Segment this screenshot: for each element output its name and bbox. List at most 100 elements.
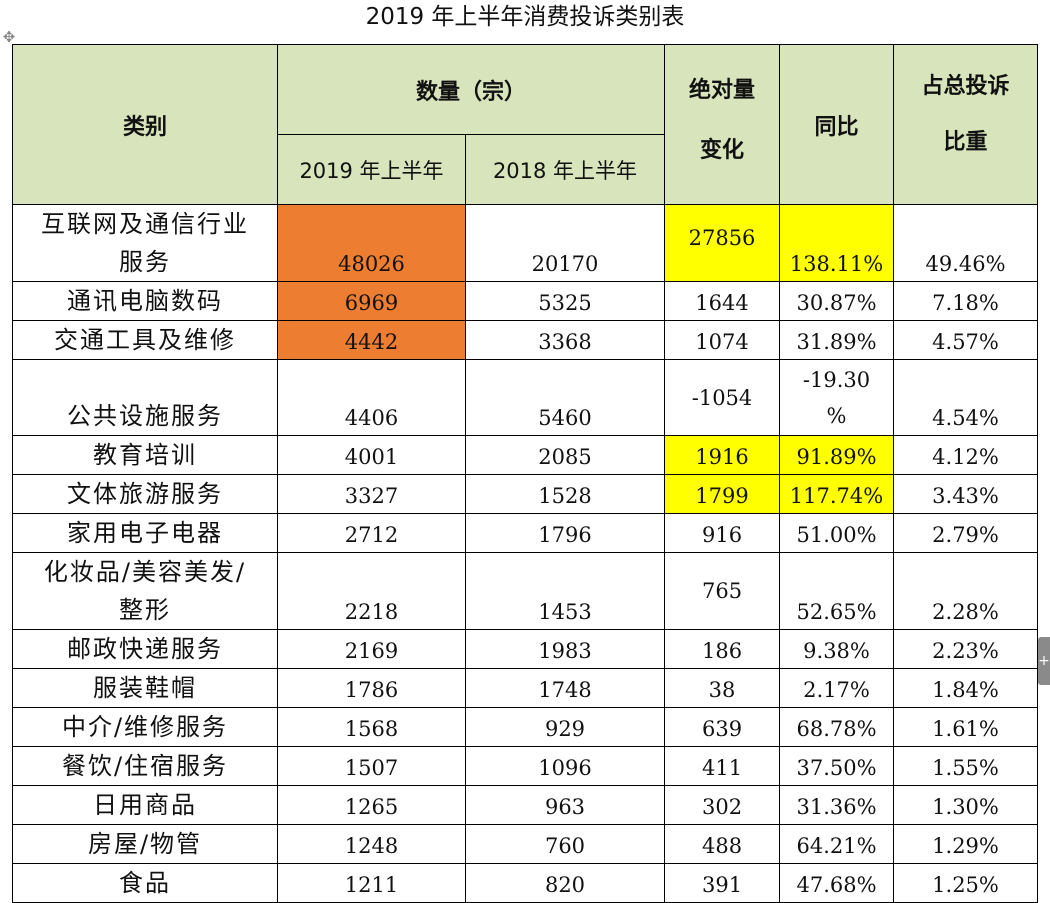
header-2019: 2019 年上半年 (277, 134, 466, 205)
category-line2: 整形 (119, 596, 171, 624)
change-cell: 302 (664, 785, 781, 825)
yoy-cell: 117.74% (779, 474, 895, 514)
change-cell: 38 (664, 668, 781, 708)
share-cell: 1.84% (893, 668, 1039, 708)
change-cell: 1644 (664, 281, 781, 321)
plus-icon[interactable]: + (1038, 637, 1050, 685)
y2019-cell: 6969 (277, 281, 466, 321)
y2019-cell: 3327 (277, 474, 466, 514)
header-2018: 2018 年上半年 (464, 134, 666, 205)
yoy-cell: 30.87% (779, 281, 895, 321)
header-abs-change: 绝对量 变化 (664, 44, 781, 205)
category-line1: 互联网及通信行业 (41, 210, 249, 238)
yoy-cell: 64.21% (779, 824, 895, 864)
y2018-cell: 2085 (464, 435, 666, 475)
yoy-line2: % (826, 403, 847, 428)
table-title: 2019 年上半年消费投诉类别表 (365, 4, 685, 30)
table-row: 服装鞋帽 1786 1748 38 2.17% 1.84% (12, 668, 1039, 708)
category-cell: 交通工具及维修 (12, 320, 278, 360)
table-row: 文体旅游服务 3327 1528 1799 117.74% 3.43% (12, 474, 1039, 514)
y2019-cell: 4442 (277, 320, 466, 360)
table-row: 日用商品 1265 963 302 31.36% 1.30% (12, 785, 1039, 825)
table-row: 教育培训 4001 2085 1916 91.89% 4.12% (12, 435, 1039, 475)
y2019-cell: 4406 (277, 359, 466, 436)
header-share: 占总投诉 比重 (893, 44, 1039, 205)
yoy-cell: 31.36% (779, 785, 895, 825)
category-cell: 中介/维修服务 (12, 707, 278, 747)
yoy-line1: -19.30 (802, 367, 871, 392)
category-cell: 日用商品 (12, 785, 278, 825)
share-cell: 1.61% (893, 707, 1039, 747)
header-category: 类别 (12, 44, 278, 205)
y2019-cell: 1211 (277, 863, 466, 903)
y2018-cell: 1796 (464, 513, 666, 553)
change-cell: 186 (664, 629, 781, 669)
category-line1: 化妆品/美容美发/ (43, 558, 247, 586)
category-cell: 餐饮/住宿服务 (12, 746, 278, 786)
share-cell: 2.28% (893, 552, 1039, 630)
y2018-cell: 1748 (464, 668, 666, 708)
category-cell: 服装鞋帽 (12, 668, 278, 708)
y2019-cell: 1248 (277, 824, 466, 864)
change-cell: 916 (664, 513, 781, 553)
table-row: 通讯电脑数码 6969 5325 1644 30.87% 7.18% (12, 281, 1039, 321)
y2019-cell: 1786 (277, 668, 466, 708)
y2018-cell: 760 (464, 824, 666, 864)
share-cell: 4.54% (893, 359, 1039, 436)
y2018-cell: 1983 (464, 629, 666, 669)
y2018-cell: 5325 (464, 281, 666, 321)
y2018-cell: 929 (464, 707, 666, 747)
table-row: 房屋/物管 1248 760 488 64.21% 1.29% (12, 824, 1039, 864)
table-row: 餐饮/住宿服务 1507 1096 411 37.50% 1.55% (12, 746, 1039, 786)
share-cell: 1.25% (893, 863, 1039, 903)
change-cell: 1799 (664, 474, 781, 514)
header-share-line2: 比重 (943, 129, 988, 155)
change-cell: -1054 (664, 359, 781, 436)
category-cell: 公共设施服务 (12, 359, 278, 436)
y2018-cell: 1528 (464, 474, 666, 514)
share-cell: 49.46% (893, 204, 1039, 282)
category-cell: 通讯电脑数码 (12, 281, 278, 321)
share-cell: 7.18% (893, 281, 1039, 321)
category-cell: 教育培训 (12, 435, 278, 475)
change-cell: 27856 (664, 204, 781, 282)
change-cell: 1916 (664, 435, 781, 475)
y2018-cell: 3368 (464, 320, 666, 360)
yoy-cell: -19.30 % (779, 359, 895, 436)
table-row: 中介/维修服务 1568 929 639 68.78% 1.61% (12, 707, 1039, 747)
table-row: 邮政快递服务 2169 1983 186 9.38% 2.23% (12, 629, 1039, 669)
yoy-cell: 52.65% (779, 552, 895, 630)
header-abs-change-line2: 变化 (700, 137, 745, 163)
header-yoy: 同比 (779, 44, 895, 205)
change-cell: 639 (664, 707, 781, 747)
category-cell: 互联网及通信行业 服务 (12, 204, 278, 282)
share-cell: 3.43% (893, 474, 1039, 514)
move-icon[interactable]: ✥ (2, 28, 16, 46)
y2019-cell: 2169 (277, 629, 466, 669)
category-cell: 邮政快递服务 (12, 629, 278, 669)
y2018-cell: 1453 (464, 552, 666, 630)
yoy-cell: 68.78% (779, 707, 895, 747)
header-share-line1: 占总投诉 (921, 73, 1010, 99)
yoy-cell: 37.50% (779, 746, 895, 786)
table-row: 化妆品/美容美发/ 整形 2218 1453 765 52.65% 2.28% (12, 552, 1039, 630)
y2019-cell: 1265 (277, 785, 466, 825)
y2019-cell: 4001 (277, 435, 466, 475)
change-cell: 391 (664, 863, 781, 903)
y2019-cell: 1507 (277, 746, 466, 786)
change-cell: 1074 (664, 320, 781, 360)
share-cell: 4.12% (893, 435, 1039, 475)
share-cell: 1.29% (893, 824, 1039, 864)
y2018-cell: 20170 (464, 204, 666, 282)
complaint-table: 类别 数量（宗） 绝对量 变化 同比 占总投诉 比重 2019 年上半年 201… (12, 44, 1039, 903)
y2018-cell: 820 (464, 863, 666, 903)
y2019-cell: 2218 (277, 552, 466, 630)
share-cell: 1.30% (893, 785, 1039, 825)
share-cell: 2.23% (893, 629, 1039, 669)
yoy-cell: 31.89% (779, 320, 895, 360)
y2018-cell: 963 (464, 785, 666, 825)
category-cell: 家用电子电器 (12, 513, 278, 553)
category-cell: 食品 (12, 863, 278, 903)
yoy-cell: 138.11% (779, 204, 895, 282)
yoy-cell: 9.38% (779, 629, 895, 669)
